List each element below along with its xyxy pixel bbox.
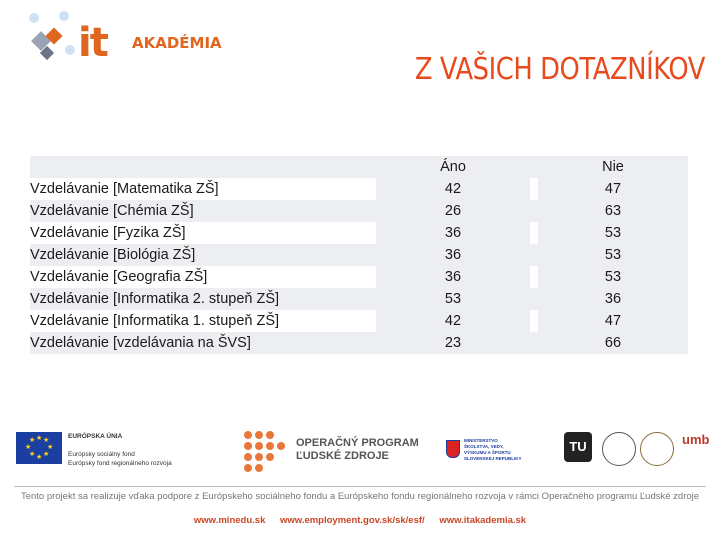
link-itakademia[interactable]: www.itakademia.sk xyxy=(439,515,527,526)
slovak-crest-icon xyxy=(446,440,460,458)
row-label: Vzdelávanie [Informatika 1. stupeň ZŠ] xyxy=(30,313,280,329)
row-label: Vzdelávanie [Chémia ZŠ] xyxy=(30,203,194,219)
row-no: 63 xyxy=(604,203,622,219)
row-label: Vzdelávanie [Fyzika ZŠ] xyxy=(30,225,186,241)
row-label: Vzdelávanie [Biológia ZŠ] xyxy=(30,247,196,263)
link-employment[interactable]: www.employment.gov.sk/sk/esf/ xyxy=(280,515,425,526)
table-header-row: Áno Nie xyxy=(30,156,688,178)
table-row: Vzdelávanie [Chémia ZŠ] 26 63 xyxy=(30,200,688,222)
row-no: 53 xyxy=(604,247,622,263)
umb-logo: umb xyxy=(682,432,710,447)
row-no: 66 xyxy=(604,335,622,351)
row-label: Vzdelávanie [Informatika 2. stupeň ZŠ] xyxy=(30,291,280,307)
logo-akademia-text: AKADÉMIA xyxy=(132,34,222,52)
row-no: 53 xyxy=(538,266,688,288)
table-row: Vzdelávanie [Matematika ZŠ] 42 47 xyxy=(30,178,688,200)
table-row: Vzdelávanie [Informatika 1. stupeň ZŠ] 4… xyxy=(30,310,688,332)
row-no: 47 xyxy=(538,310,688,332)
university-seal-icon xyxy=(602,432,636,466)
row-no: 47 xyxy=(538,178,688,200)
row-yes: 36 xyxy=(444,247,462,263)
logo-it-text: it xyxy=(78,20,109,66)
eu-label: EURÓPSKA ÚNIA Európsky sociálny fond Eur… xyxy=(68,433,172,467)
row-yes: 42 xyxy=(376,310,530,332)
university-seal-icon xyxy=(640,432,674,466)
footer-divider xyxy=(14,486,706,487)
footer-funding-note: Tento projekt sa realizuje vďaka podpore… xyxy=(20,491,700,502)
row-no: 36 xyxy=(604,291,622,307)
row-yes: 42 xyxy=(376,178,530,200)
table-row: Vzdelávanie [Biológia ZŠ] 36 53 xyxy=(30,244,688,266)
tu-logo: TU xyxy=(564,432,592,462)
row-yes: 36 xyxy=(376,266,530,288)
table-row: Vzdelávanie [Fyzika ZŠ] 36 53 xyxy=(30,222,688,244)
row-yes: 23 xyxy=(444,335,462,351)
header-no: Nie xyxy=(602,159,624,175)
row-yes: 53 xyxy=(444,291,462,307)
row-label: Vzdelávanie [Matematika ZŠ] xyxy=(30,181,219,197)
page-title: Z VAŠICH DOTAZNÍKOV xyxy=(414,52,706,87)
footer-links: www.minedu.sk www.employment.gov.sk/sk/e… xyxy=(0,515,720,526)
it-akademia-logo: it AKADÉMIA xyxy=(20,8,222,78)
header-label-cell xyxy=(30,156,376,178)
table-row: Vzdelávanie [vzdelávania na ŠVS] 23 66 xyxy=(30,332,688,354)
row-label: Vzdelávanie [Geografia ZŠ] xyxy=(30,269,208,285)
op-label: OPERAČNÝ PROGRAM ĽUDSKÉ ZDROJE xyxy=(296,437,419,462)
eu-flag-icon: ★ ★ ★ ★ ★ ★ ★ ★ xyxy=(16,432,62,464)
row-yes: 26 xyxy=(444,203,462,219)
link-minedu[interactable]: www.minedu.sk xyxy=(193,515,266,526)
ministry-label: MINISTERSTVO ŠKOLSTVA, VEDY, VÝSKUMU A Š… xyxy=(464,438,522,461)
cube-network-icon xyxy=(29,11,75,61)
row-label: Vzdelávanie [vzdelávania na ŠVS] xyxy=(30,335,251,351)
partner-logos: ★ ★ ★ ★ ★ ★ ★ ★ EURÓPSKA ÚNIA Európsky sociá… xyxy=(14,428,710,476)
table-row: Vzdelávanie [Informatika 2. stupeň ZŠ] 5… xyxy=(30,288,688,310)
header-yes: Áno xyxy=(440,159,466,175)
row-yes: 36 xyxy=(376,222,530,244)
row-no: 53 xyxy=(538,222,688,244)
op-dots-icon xyxy=(244,431,286,473)
table-row: Vzdelávanie [Geografia ZŠ] 36 53 xyxy=(30,266,688,288)
